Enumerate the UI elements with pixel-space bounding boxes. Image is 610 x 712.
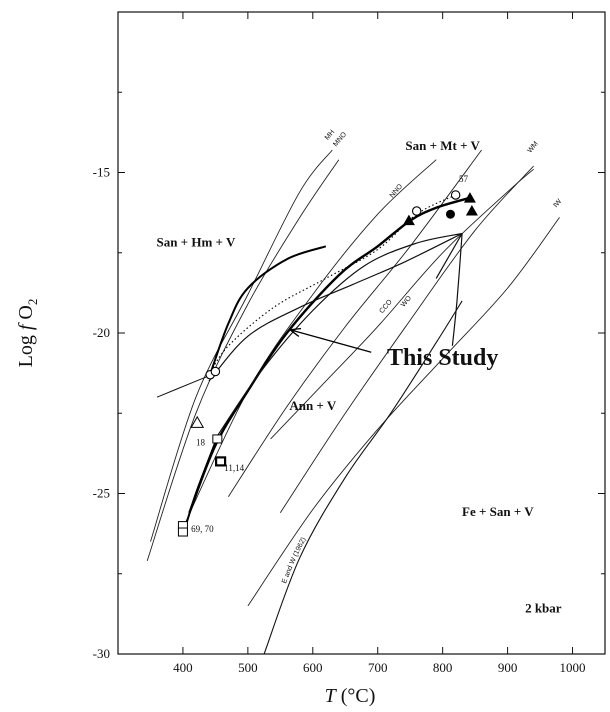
x-tick-label-600: 600 <box>303 660 323 675</box>
x-axis-title: T (°C) <box>325 685 376 707</box>
x-tick-label-700: 700 <box>368 660 388 675</box>
buffer-label-iw: IW <box>552 198 563 209</box>
x-tick-label-400: 400 <box>173 660 193 675</box>
this-study-arrow-head <box>288 327 302 337</box>
point-open-square-12 <box>177 527 188 537</box>
buffer-mh <box>150 149 333 542</box>
point-filled-triangle-5 <box>402 214 415 226</box>
axis-ticks: 400 500 600 700 800 900 1000 -30 -25 -20 -15 <box>93 12 605 675</box>
point-open-circle-2 <box>411 206 422 216</box>
field-label-4: 2 kbar <box>525 600 562 615</box>
buffer-label-wo: WO <box>400 294 413 308</box>
reaction-branch-2 <box>451 233 463 346</box>
plot-frame <box>117 11 606 655</box>
reaction-branch-1 <box>435 233 463 279</box>
this-study-curve <box>188 197 469 514</box>
this-study-label: This Study <box>387 345 498 371</box>
sample-label-1: 18 <box>196 437 206 447</box>
data-points <box>177 190 478 537</box>
x-tick-label-500: 500 <box>238 660 258 675</box>
reaction-lower-curve <box>214 232 463 440</box>
labels: San + Mt + V San + Hm + V Ann + V Fe + San … <box>156 138 561 615</box>
buffer-iw <box>247 217 560 607</box>
y-tick-label--30: -30 <box>93 646 110 661</box>
x-tick-label-900: 900 <box>498 660 518 675</box>
point-filled-circle-4 <box>445 209 455 219</box>
x-tick-label-1000: 1000 <box>560 660 586 675</box>
y-axis-title: Log f O2 <box>15 299 40 368</box>
point-open-circle-3 <box>450 190 461 200</box>
buffer-cco <box>228 149 482 497</box>
buffer-wo <box>270 168 534 440</box>
point-open-circle-1 <box>210 366 221 377</box>
field-label-1: San + Hm + V <box>156 234 235 249</box>
eugster-wones-curve <box>263 300 463 655</box>
reaction-curves: E and W (1962) <box>156 194 469 655</box>
y-tick-label--20: -20 <box>93 325 110 340</box>
buffer-label-wm: WM <box>526 140 539 154</box>
this-study-arrow-shaft <box>289 329 372 353</box>
eugster-wones-label-path: E and W (1962) <box>281 536 307 584</box>
point-open-square-9 <box>212 434 223 444</box>
hm-mt-curve <box>207 245 327 379</box>
sample-label-2: 11,14 <box>224 463 244 473</box>
sample-label-0: 57 <box>459 174 469 184</box>
point-filled-triangle-7 <box>465 205 478 216</box>
field-label-3: Fe + San + V <box>462 504 534 519</box>
buffer-label-nno: NNO <box>389 183 405 200</box>
eugster-wones-label: E and W (1962) <box>281 536 307 584</box>
buffer-nno <box>179 159 437 536</box>
point-open-triangle-8 <box>190 415 205 428</box>
field-label-0: San + Mt + V <box>405 138 480 153</box>
sample-label-3: 69, 70 <box>191 524 214 534</box>
y-tick-label--25: -25 <box>93 486 110 501</box>
buffer-label-cco: CCO <box>378 298 394 315</box>
point-filled-triangle-6 <box>463 192 476 203</box>
buffer-wm <box>279 165 534 514</box>
point-open-square-bold-10 <box>214 456 227 467</box>
y-tick-label--15: -15 <box>93 165 110 180</box>
buffer-mno <box>146 159 340 562</box>
field-label-2: Ann + V <box>289 398 337 413</box>
x-tick-label-800: 800 <box>433 660 453 675</box>
